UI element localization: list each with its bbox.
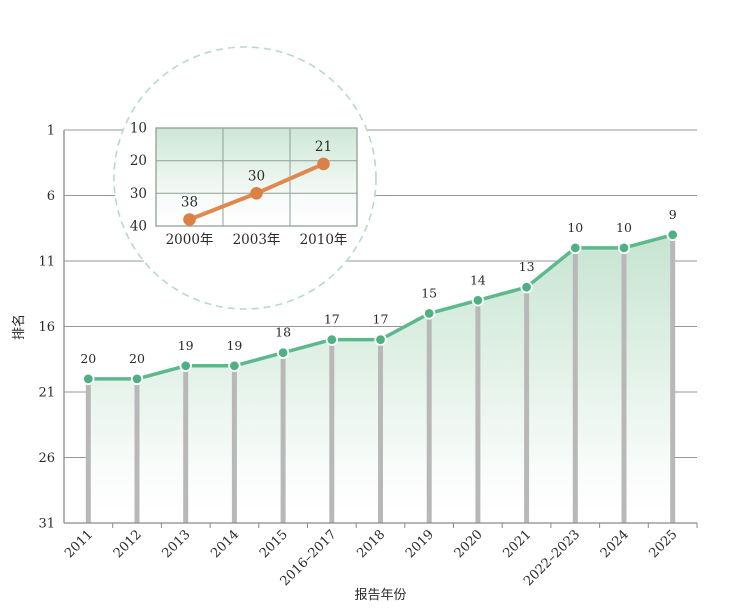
inset-x-tick-label: 2000年 <box>166 232 214 248</box>
lollipop-stem <box>183 365 189 523</box>
data-point-label: 10 <box>616 220 632 235</box>
y-tick-label: 16 <box>38 320 55 335</box>
data-point-label: 20 <box>129 351 145 366</box>
data-point-label: 18 <box>275 325 291 340</box>
data-point <box>276 346 290 359</box>
x-tick-label: 2019 <box>403 527 437 561</box>
data-point <box>374 333 387 346</box>
data-point <box>471 294 485 307</box>
stem-group <box>85 234 676 524</box>
data-point-label: 17 <box>324 312 340 327</box>
data-point-label: 20 <box>80 351 96 366</box>
data-point-label: 19 <box>226 338 242 353</box>
x-tick-label: 2020 <box>452 527 486 561</box>
inset-y-tick-label: 10 <box>130 121 147 137</box>
inset-background <box>156 128 357 226</box>
x-axis-title: 报告年份 <box>354 588 406 603</box>
inset-y-tick-label: 30 <box>130 186 147 202</box>
lollipop-stem <box>621 247 627 523</box>
x-tick-label: 2014 <box>208 527 242 561</box>
inset-data-point-label: 38 <box>181 195 198 211</box>
data-point-label: 10 <box>567 220 583 235</box>
data-point-label: 15 <box>421 285 437 300</box>
x-tick-label: 2011 <box>62 527 96 561</box>
data-point <box>179 359 192 373</box>
data-point-label: 9 <box>669 207 677 222</box>
data-point <box>325 333 339 346</box>
y-tick-label: 6 <box>47 189 55 204</box>
lollipop-stem <box>475 300 481 523</box>
data-point-label: 19 <box>178 338 194 353</box>
lollipop-stem <box>524 287 530 523</box>
lollipop-stem <box>85 378 91 523</box>
data-point <box>228 359 241 373</box>
y-axis-title: 排名 <box>11 314 27 340</box>
main-axes <box>63 130 698 528</box>
y-tick-label: 26 <box>38 451 55 466</box>
lollipop-stem <box>572 247 578 523</box>
lollipop-stem <box>670 234 676 524</box>
data-point-label: 17 <box>373 312 389 327</box>
y-tick-label: 21 <box>38 386 55 401</box>
data-point <box>569 241 582 255</box>
inset-y-tick-label: 20 <box>130 153 147 169</box>
inset-x-tick-label: 2010年 <box>300 232 348 248</box>
data-point <box>617 241 631 255</box>
inset-frame <box>155 127 358 227</box>
inset-data-point <box>317 157 330 171</box>
inset-data-point <box>183 213 196 226</box>
x-tick-label: 2021 <box>500 527 534 561</box>
inset-chart: 38 30 21 10 20 30 40 2000年 2003年 2010年 <box>130 121 358 248</box>
data-point <box>666 228 679 242</box>
inset-data-point-label: 30 <box>248 168 265 184</box>
x-tick-label: 2012 <box>111 527 145 561</box>
inset-data-point <box>250 187 263 200</box>
marker-group: 20 20 19 19 18 17 17 15 14 13 10 10 9 <box>80 207 679 386</box>
y-tick-label: 11 <box>38 255 55 270</box>
y-tick-label: 1 <box>47 124 55 139</box>
lollipop-stem <box>378 339 383 523</box>
inset-x-tick-label: 2003年 <box>233 232 281 248</box>
data-point <box>82 372 95 386</box>
lollipop-stem <box>426 313 432 523</box>
x-tick-label: 2025 <box>647 527 681 561</box>
lollipop-stem <box>134 378 140 523</box>
lollipop-stem <box>280 352 286 523</box>
data-point <box>130 372 144 386</box>
x-tick-label: 2024 <box>598 527 632 561</box>
data-point-label: 14 <box>470 272 486 287</box>
x-tick-label: 2015 <box>257 527 291 561</box>
lollipop-stem <box>231 365 237 523</box>
y-tick-label: 31 <box>38 517 55 532</box>
x-tick-label: 2013 <box>160 527 194 561</box>
data-point <box>423 307 436 320</box>
data-point <box>520 281 533 294</box>
inset-y-tick-label: 40 <box>130 219 147 235</box>
data-point-label: 13 <box>519 259 535 274</box>
inset-data-point-label: 21 <box>315 139 332 155</box>
lollipop-stem <box>329 339 335 523</box>
x-tick-label: 2018 <box>354 527 388 561</box>
